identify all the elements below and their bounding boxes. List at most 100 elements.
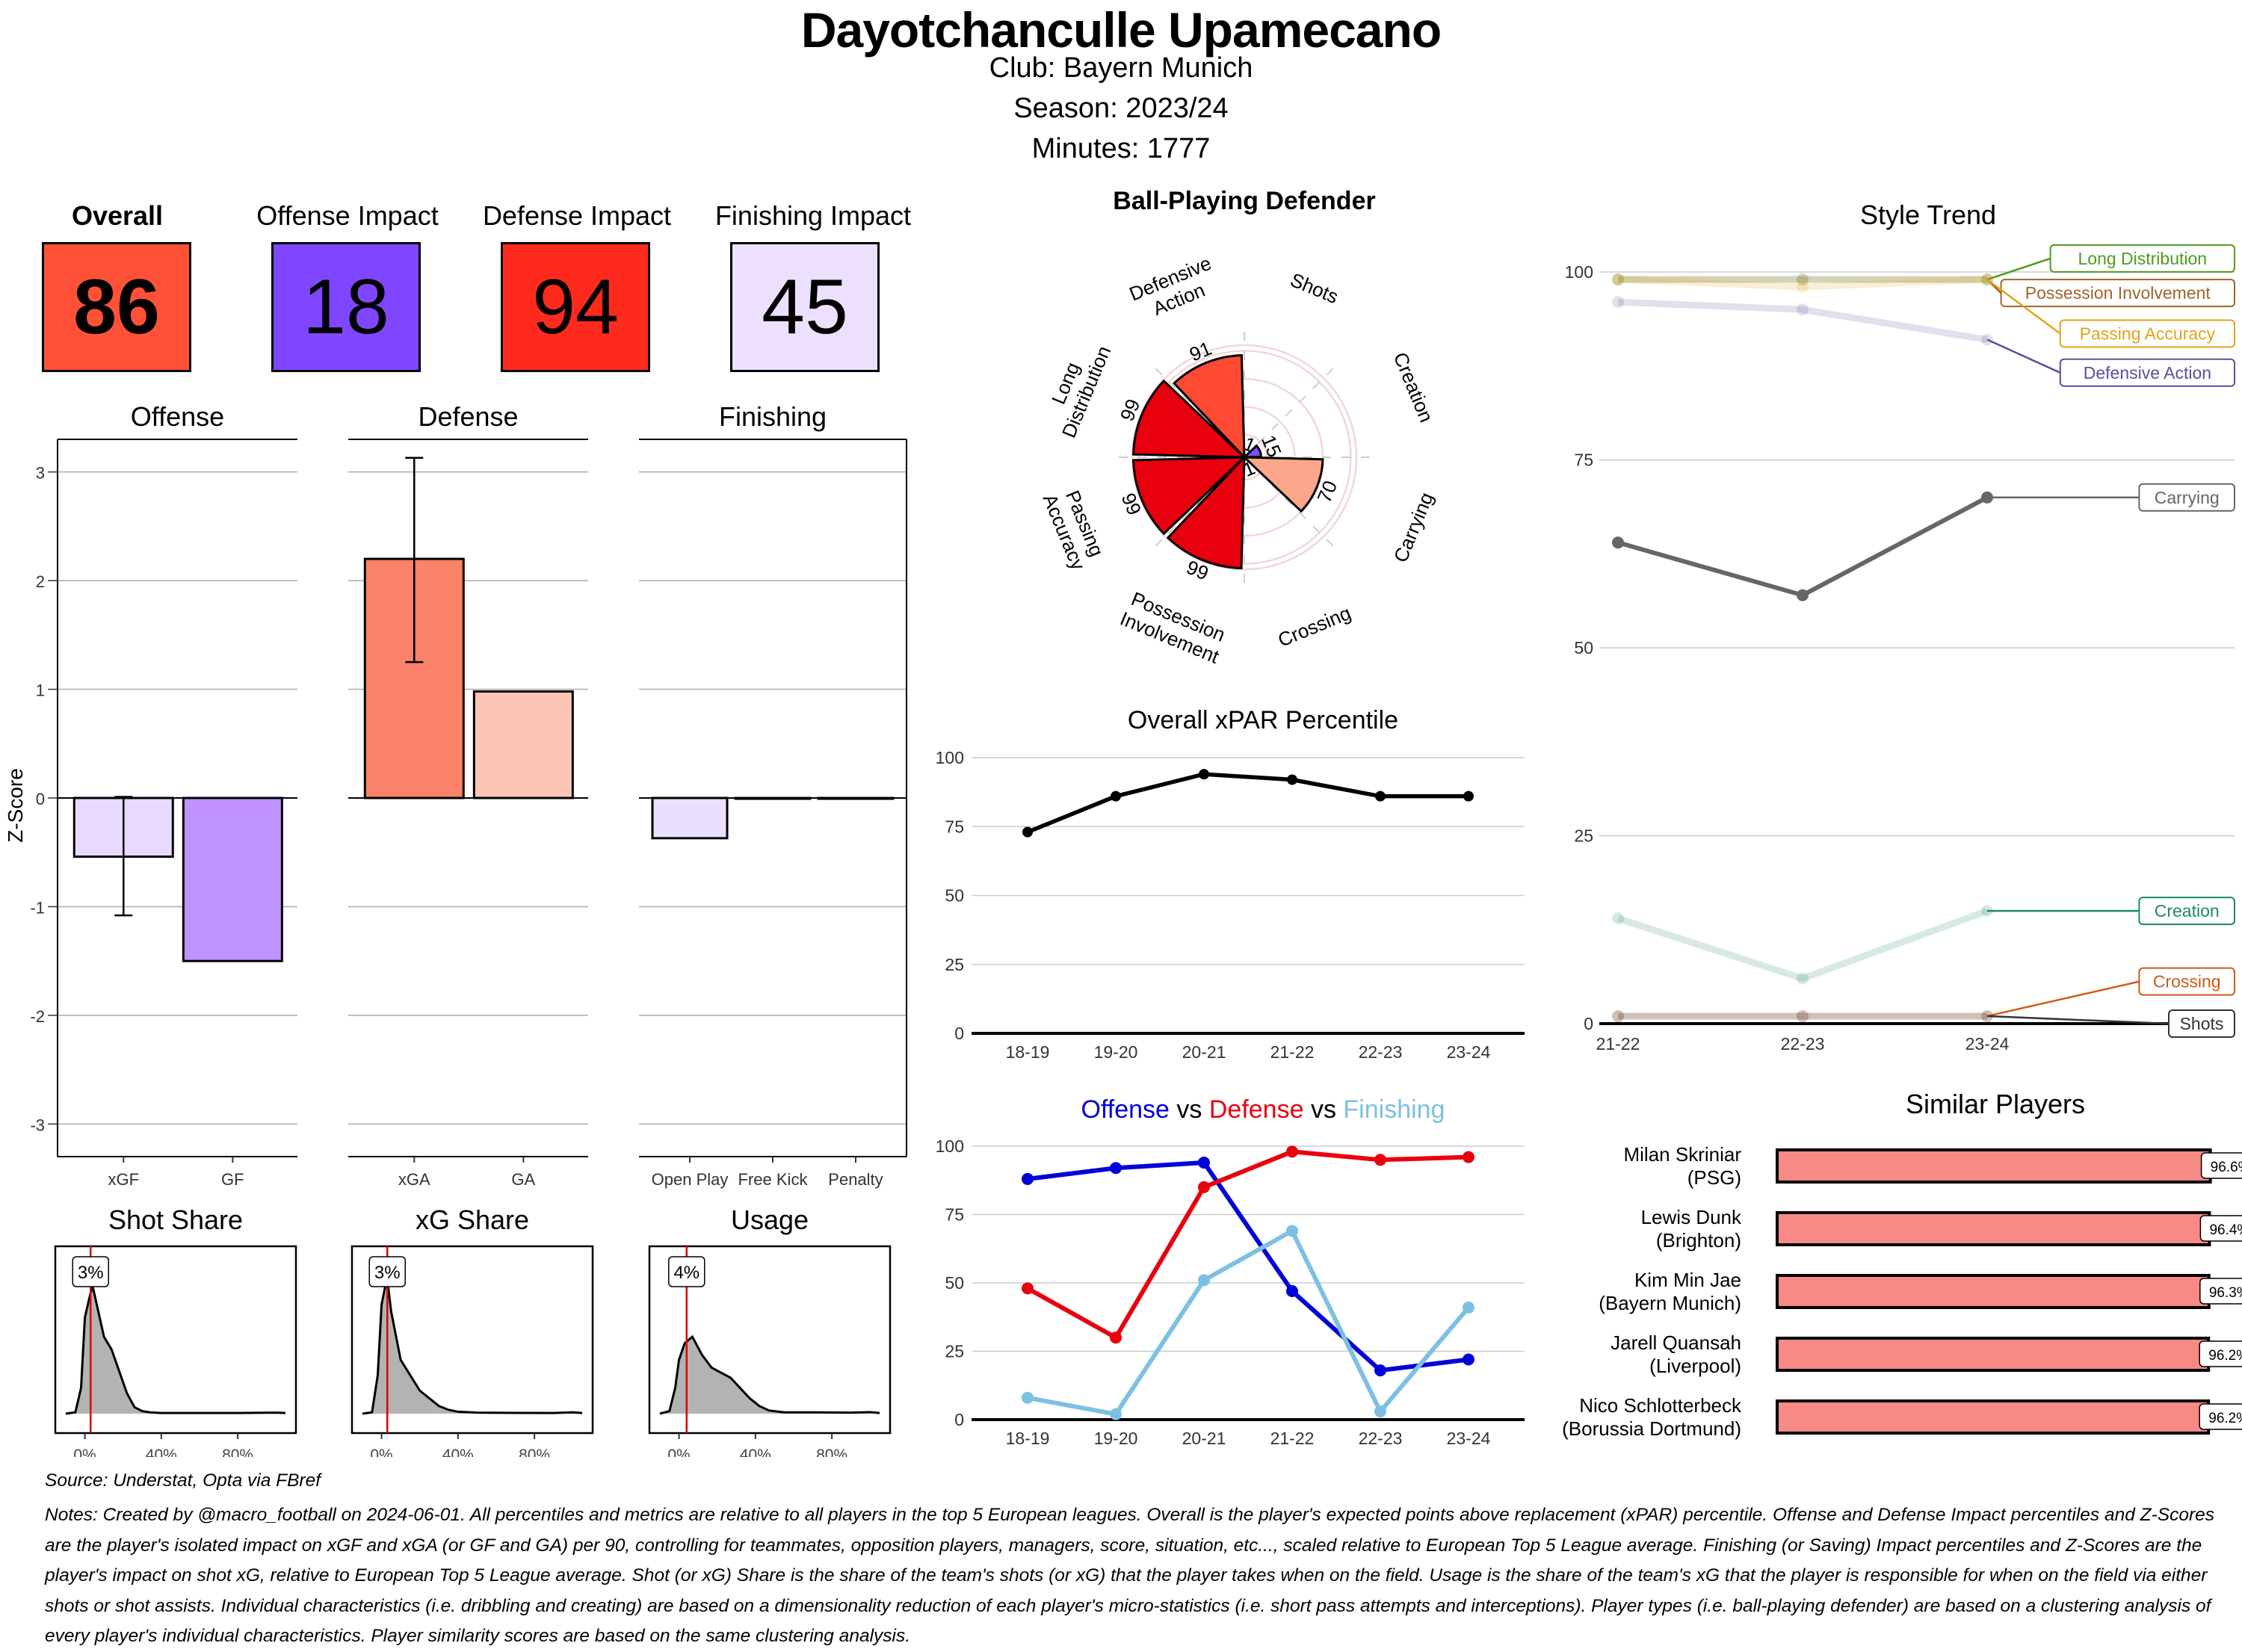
similar-players-chart: Similar Players Milan Skriniar(PSG) 96.6% L… — [1562, 1089, 2242, 1440]
y-tick-label: 2 — [36, 572, 45, 591]
style-label-box — [2059, 319, 2235, 348]
series-point-offense — [1110, 1162, 1122, 1175]
similar-bar — [1776, 1399, 2211, 1435]
radar-center — [1241, 454, 1247, 460]
xpar-point — [1199, 769, 1209, 780]
x-tick-label: 0% — [73, 1447, 96, 1457]
style-point — [1612, 296, 1624, 309]
similar-player-label: (Brighton) — [1656, 1229, 1741, 1252]
similar-player-label: Milan Skriniar — [1624, 1143, 1742, 1166]
marker-label-box — [368, 1256, 406, 1287]
x-tick-label: Free Kick — [738, 1170, 809, 1189]
series-point-finishing — [1110, 1408, 1122, 1420]
style-label: Shots — [2180, 1014, 2224, 1033]
style-point — [1797, 273, 1809, 286]
xpar-point — [1375, 791, 1386, 802]
radar-category-label: Crossing — [1275, 601, 1354, 652]
impact-line-chart: Offense vs Defense vs Finishing 0 25 50 75 10… — [936, 1095, 1525, 1448]
x-tick-label: 20-21 — [1182, 1042, 1226, 1062]
radar-category-label: LongDistribution — [1037, 334, 1115, 441]
y-tick-label: 0 — [954, 1410, 964, 1429]
similar-player-label: Lewis Dunk — [1641, 1206, 1742, 1228]
marker-label-box — [668, 1256, 705, 1287]
style-line-defensive-action — [1617, 298, 1988, 343]
series-point-finishing — [1198, 1274, 1210, 1287]
x-tick-label: 21-22 — [1596, 1034, 1640, 1054]
style-line-carrying — [1617, 495, 1989, 598]
similar-score-label: 96.2% — [2208, 1411, 2242, 1426]
y-tick-label: 25 — [945, 1342, 964, 1361]
y-axis-title: Z-Score — [4, 768, 27, 843]
style-label-box — [2168, 1009, 2235, 1038]
y-tick-label: 25 — [945, 955, 964, 974]
radar-category-label: Carrying — [1389, 489, 1438, 566]
style-label-connector — [1986, 257, 2051, 281]
panel-title: Defense — [418, 401, 518, 432]
x-tick-label: 19-20 — [1094, 1042, 1138, 1062]
y-tick-label: 50 — [945, 1273, 964, 1293]
similar-score-box — [2199, 1215, 2242, 1242]
kpi-offense-label: Offense Impact — [256, 200, 439, 231]
style-point — [1612, 1009, 1624, 1022]
similar-player-label: (Borussia Dortmund) — [1562, 1417, 1741, 1440]
kpi-defense-label: Defense Impact — [482, 200, 672, 231]
radar-wedge-defensive — [1172, 354, 1246, 460]
similar-score-label: 96.3% — [2209, 1285, 2242, 1301]
y-tick-label: 100 — [1565, 262, 1593, 282]
style-point — [1612, 1009, 1624, 1022]
y-tick-label: 0 — [954, 1024, 964, 1043]
kpi-overall-label: Overall — [71, 200, 164, 231]
share-density-chart: Shot Share 3% 0% 40% 80% xG Share 3% 0% 40% 80% Us… — [54, 1204, 892, 1457]
radar-wedge-possession — [1166, 454, 1246, 569]
radar-ring — [1131, 344, 1358, 571]
source-note: Source: Understat, Opta via FBref — [45, 1470, 321, 1491]
bar-ga — [472, 690, 574, 799]
panel-frame — [54, 1245, 297, 1435]
style-point — [1797, 273, 1809, 286]
style-label-connector — [1986, 279, 2061, 335]
style-label-box — [2138, 967, 2236, 996]
style-label-box — [2049, 244, 2235, 273]
radar-title: Ball-Playing Defender — [1113, 187, 1375, 215]
x-tick-label: 21-22 — [1270, 1429, 1315, 1448]
similar-player-label: Nico Schlotterbeck — [1579, 1394, 1742, 1417]
club-label: Club: Bayern Munich — [989, 52, 1253, 84]
series-line-offense — [1027, 1160, 1469, 1373]
style-point — [1797, 972, 1809, 985]
radar-wedge-carrying — [1241, 456, 1324, 513]
panel-title: Offense — [131, 401, 224, 432]
radar-ring — [1193, 406, 1296, 509]
series-point-defense — [1374, 1154, 1386, 1166]
similar-score-label: 96.4% — [2209, 1222, 2242, 1238]
y-tick-label: 100 — [936, 748, 964, 767]
radar-spoke — [1244, 368, 1334, 458]
style-title: Style Trend — [1860, 199, 1996, 230]
bar-open-play — [651, 796, 729, 840]
panel-title: Finishing — [719, 401, 827, 432]
x-tick-label: 40% — [146, 1447, 177, 1457]
y-tick-label: 50 — [1574, 638, 1593, 658]
panel-title: xG Share — [416, 1204, 529, 1235]
similar-title: Similar Players — [1906, 1089, 2085, 1119]
similar-score-box — [2200, 1152, 2242, 1179]
y-tick-label: -1 — [30, 898, 45, 917]
y-tick-label: -2 — [30, 1007, 45, 1026]
similar-bar — [1776, 1211, 2211, 1246]
series-point-defense — [1198, 1181, 1210, 1193]
minutes-label: Minutes: 1777 — [1031, 133, 1211, 164]
x-tick-label: Open Play — [652, 1170, 729, 1189]
style-point — [1612, 536, 1624, 549]
style-point — [1797, 1009, 1809, 1022]
ovd-title: Offense vs Defense vs Finishing — [1081, 1095, 1445, 1124]
kpi-overall-tile: 86 — [42, 242, 191, 372]
marker-label: 3% — [78, 1263, 104, 1283]
style-point — [1612, 273, 1624, 286]
density-line — [65, 1285, 286, 1415]
radar-category-label: Shots — [1287, 268, 1341, 308]
style-label-box — [2000, 279, 2235, 308]
x-tick-label: 0% — [370, 1447, 392, 1457]
style-line-passing-accuracy — [1617, 276, 1988, 291]
similar-player-label: (Liverpool) — [1649, 1355, 1741, 1377]
x-tick-label: 20-21 — [1182, 1429, 1226, 1448]
ovd-title-part: Finishing — [1336, 1095, 1445, 1124]
